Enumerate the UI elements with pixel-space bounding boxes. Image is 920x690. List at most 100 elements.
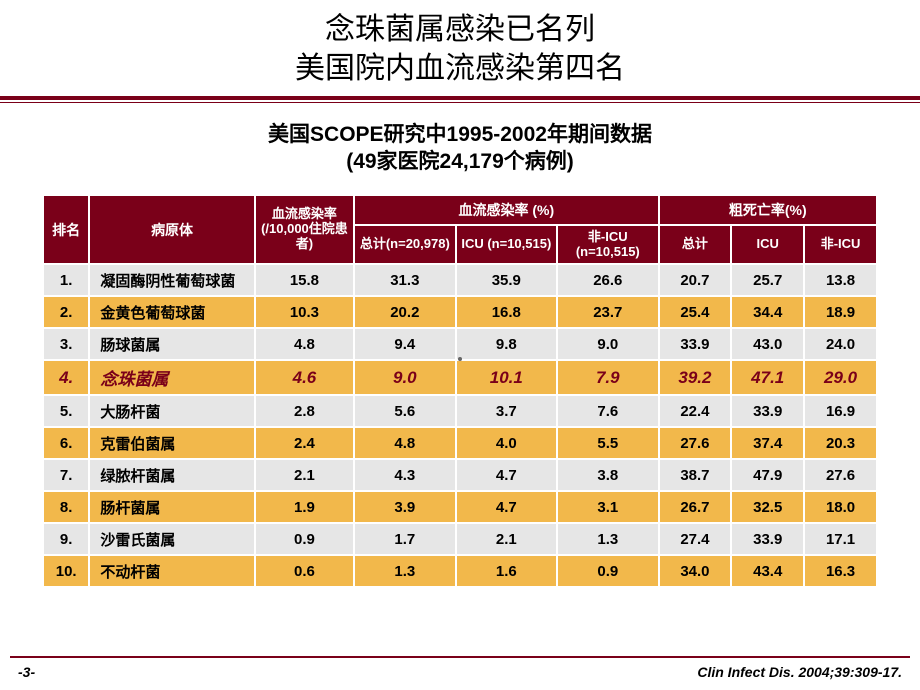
cell-pathogen: 肠杆菌属	[89, 491, 254, 523]
cell-inf-nonicu: 1.3	[557, 523, 658, 555]
cell-inf-total: 4.8	[354, 427, 455, 459]
cell-rank: 3.	[43, 328, 89, 360]
subtitle-line-2: (49家医院24,179个病例)	[0, 148, 920, 175]
table-row: 2.金黄色葡萄球菌10.320.216.823.725.434.418.9	[43, 296, 877, 328]
cell-mort-total: 33.9	[659, 328, 732, 360]
cell-mort-nonicu: 27.6	[804, 459, 877, 491]
cell-rank: 2.	[43, 296, 89, 328]
cell-inf-nonicu: 9.0	[557, 328, 658, 360]
cell-inf-total: 20.2	[354, 296, 455, 328]
table-row: 5.大肠杆菌2.85.63.77.622.433.916.9	[43, 395, 877, 427]
th-icu-inf: ICU (n=10,515)	[456, 225, 557, 265]
cell-inf-total: 9.4	[354, 328, 455, 360]
page-number: -3-	[18, 664, 35, 680]
table-row: 8.肠杆菌属1.93.94.73.126.732.518.0	[43, 491, 877, 523]
title-line-2: 美国院内血流感染第四名	[0, 49, 920, 88]
cell-mort-nonicu: 18.0	[804, 491, 877, 523]
cell-rate: 4.8	[255, 328, 354, 360]
cell-mort-icu: 47.1	[731, 360, 804, 395]
table-row: 10.不动杆菌0.61.31.60.934.043.416.3	[43, 555, 877, 587]
cell-rate: 10.3	[255, 296, 354, 328]
cell-inf-icu: 1.6	[456, 555, 557, 587]
cell-mort-nonicu: 29.0	[804, 360, 877, 395]
cell-pathogen: 大肠杆菌	[89, 395, 254, 427]
cell-mort-icu: 43.0	[731, 328, 804, 360]
cell-mort-icu: 33.9	[731, 523, 804, 555]
cell-mort-nonicu: 16.3	[804, 555, 877, 587]
cell-inf-nonicu: 7.9	[557, 360, 658, 395]
cell-inf-nonicu: 26.6	[557, 264, 658, 296]
cell-mort-total: 22.4	[659, 395, 732, 427]
cell-inf-total: 4.3	[354, 459, 455, 491]
data-table-wrap: 排名 病原体 血流感染率(/10,000住院患者) 血流感染率 (%) 粗死亡率…	[42, 194, 878, 589]
cell-rate: 2.1	[255, 459, 354, 491]
cell-inf-icu: 4.7	[456, 491, 557, 523]
cell-rank: 6.	[43, 427, 89, 459]
cell-pathogen: 绿脓杆菌属	[89, 459, 254, 491]
cell-mort-nonicu: 20.3	[804, 427, 877, 459]
center-dot	[458, 357, 462, 361]
cell-pathogen: 念珠菌属	[89, 360, 254, 395]
title-divider	[0, 96, 920, 100]
th-total-inf: 总计(n=20,978)	[354, 225, 455, 265]
cell-inf-icu: 16.8	[456, 296, 557, 328]
table-row: 6.克雷伯菌属2.44.84.05.527.637.420.3	[43, 427, 877, 459]
cell-inf-icu: 3.7	[456, 395, 557, 427]
cell-inf-icu: 4.0	[456, 427, 557, 459]
th-nonicu-inf: 非-ICU (n=10,515)	[557, 225, 658, 265]
cell-inf-total: 5.6	[354, 395, 455, 427]
table-header: 排名 病原体 血流感染率(/10,000住院患者) 血流感染率 (%) 粗死亡率…	[43, 195, 877, 265]
cell-rank: 1.	[43, 264, 89, 296]
title-line-1: 念珠菌属感染已名列	[0, 10, 920, 49]
cell-mort-total: 27.6	[659, 427, 732, 459]
cell-inf-icu: 4.7	[456, 459, 557, 491]
footer-line	[10, 656, 910, 658]
th-total-mort: 总计	[659, 225, 732, 265]
cell-rank: 10.	[43, 555, 89, 587]
cell-mort-icu: 25.7	[731, 264, 804, 296]
cell-rate: 2.8	[255, 395, 354, 427]
table-row: 3.肠球菌属4.89.49.89.033.943.024.0	[43, 328, 877, 360]
th-nonicu-mort: 非-ICU	[804, 225, 877, 265]
cell-mort-total: 34.0	[659, 555, 732, 587]
cell-pathogen: 凝固酶阴性葡萄球菌	[89, 264, 254, 296]
table-row: 7.绿脓杆菌属2.14.34.73.838.747.927.6	[43, 459, 877, 491]
cell-inf-nonicu: 23.7	[557, 296, 658, 328]
cell-inf-total: 1.3	[354, 555, 455, 587]
cell-mort-icu: 34.4	[731, 296, 804, 328]
cell-rank: 9.	[43, 523, 89, 555]
th-rank: 排名	[43, 195, 89, 265]
cell-rate: 0.6	[255, 555, 354, 587]
cell-rate: 4.6	[255, 360, 354, 395]
th-infection-group: 血流感染率 (%)	[354, 195, 658, 225]
th-icu-mort: ICU	[731, 225, 804, 265]
cell-rank: 8.	[43, 491, 89, 523]
cell-inf-nonicu: 0.9	[557, 555, 658, 587]
cell-mort-total: 26.7	[659, 491, 732, 523]
table-row: 4.念珠菌属4.69.010.17.939.247.129.0	[43, 360, 877, 395]
cell-inf-total: 3.9	[354, 491, 455, 523]
table-row: 9.沙雷氏菌属0.91.72.11.327.433.917.1	[43, 523, 877, 555]
cell-pathogen: 沙雷氏菌属	[89, 523, 254, 555]
cell-rank: 7.	[43, 459, 89, 491]
th-rate: 血流感染率(/10,000住院患者)	[255, 195, 354, 265]
cell-inf-total: 1.7	[354, 523, 455, 555]
citation: Clin Infect Dis. 2004;39:309-17.	[697, 664, 902, 680]
cell-pathogen: 肠球菌属	[89, 328, 254, 360]
cell-mort-icu: 33.9	[731, 395, 804, 427]
cell-inf-icu: 10.1	[456, 360, 557, 395]
data-table: 排名 病原体 血流感染率(/10,000住院患者) 血流感染率 (%) 粗死亡率…	[42, 194, 878, 589]
cell-mort-total: 20.7	[659, 264, 732, 296]
cell-mort-total: 38.7	[659, 459, 732, 491]
cell-pathogen: 克雷伯菌属	[89, 427, 254, 459]
cell-inf-icu: 9.8	[456, 328, 557, 360]
table-body: 1.凝固酶阴性葡萄球菌15.831.335.926.620.725.713.82…	[43, 264, 877, 587]
cell-pathogen: 金黄色葡萄球菌	[89, 296, 254, 328]
cell-rank: 5.	[43, 395, 89, 427]
cell-inf-nonicu: 5.5	[557, 427, 658, 459]
cell-pathogen: 不动杆菌	[89, 555, 254, 587]
cell-mort-nonicu: 24.0	[804, 328, 877, 360]
subtitle-line-1: 美国SCOPE研究中1995-2002年期间数据	[0, 121, 920, 148]
cell-mort-nonicu: 16.9	[804, 395, 877, 427]
cell-rate: 1.9	[255, 491, 354, 523]
